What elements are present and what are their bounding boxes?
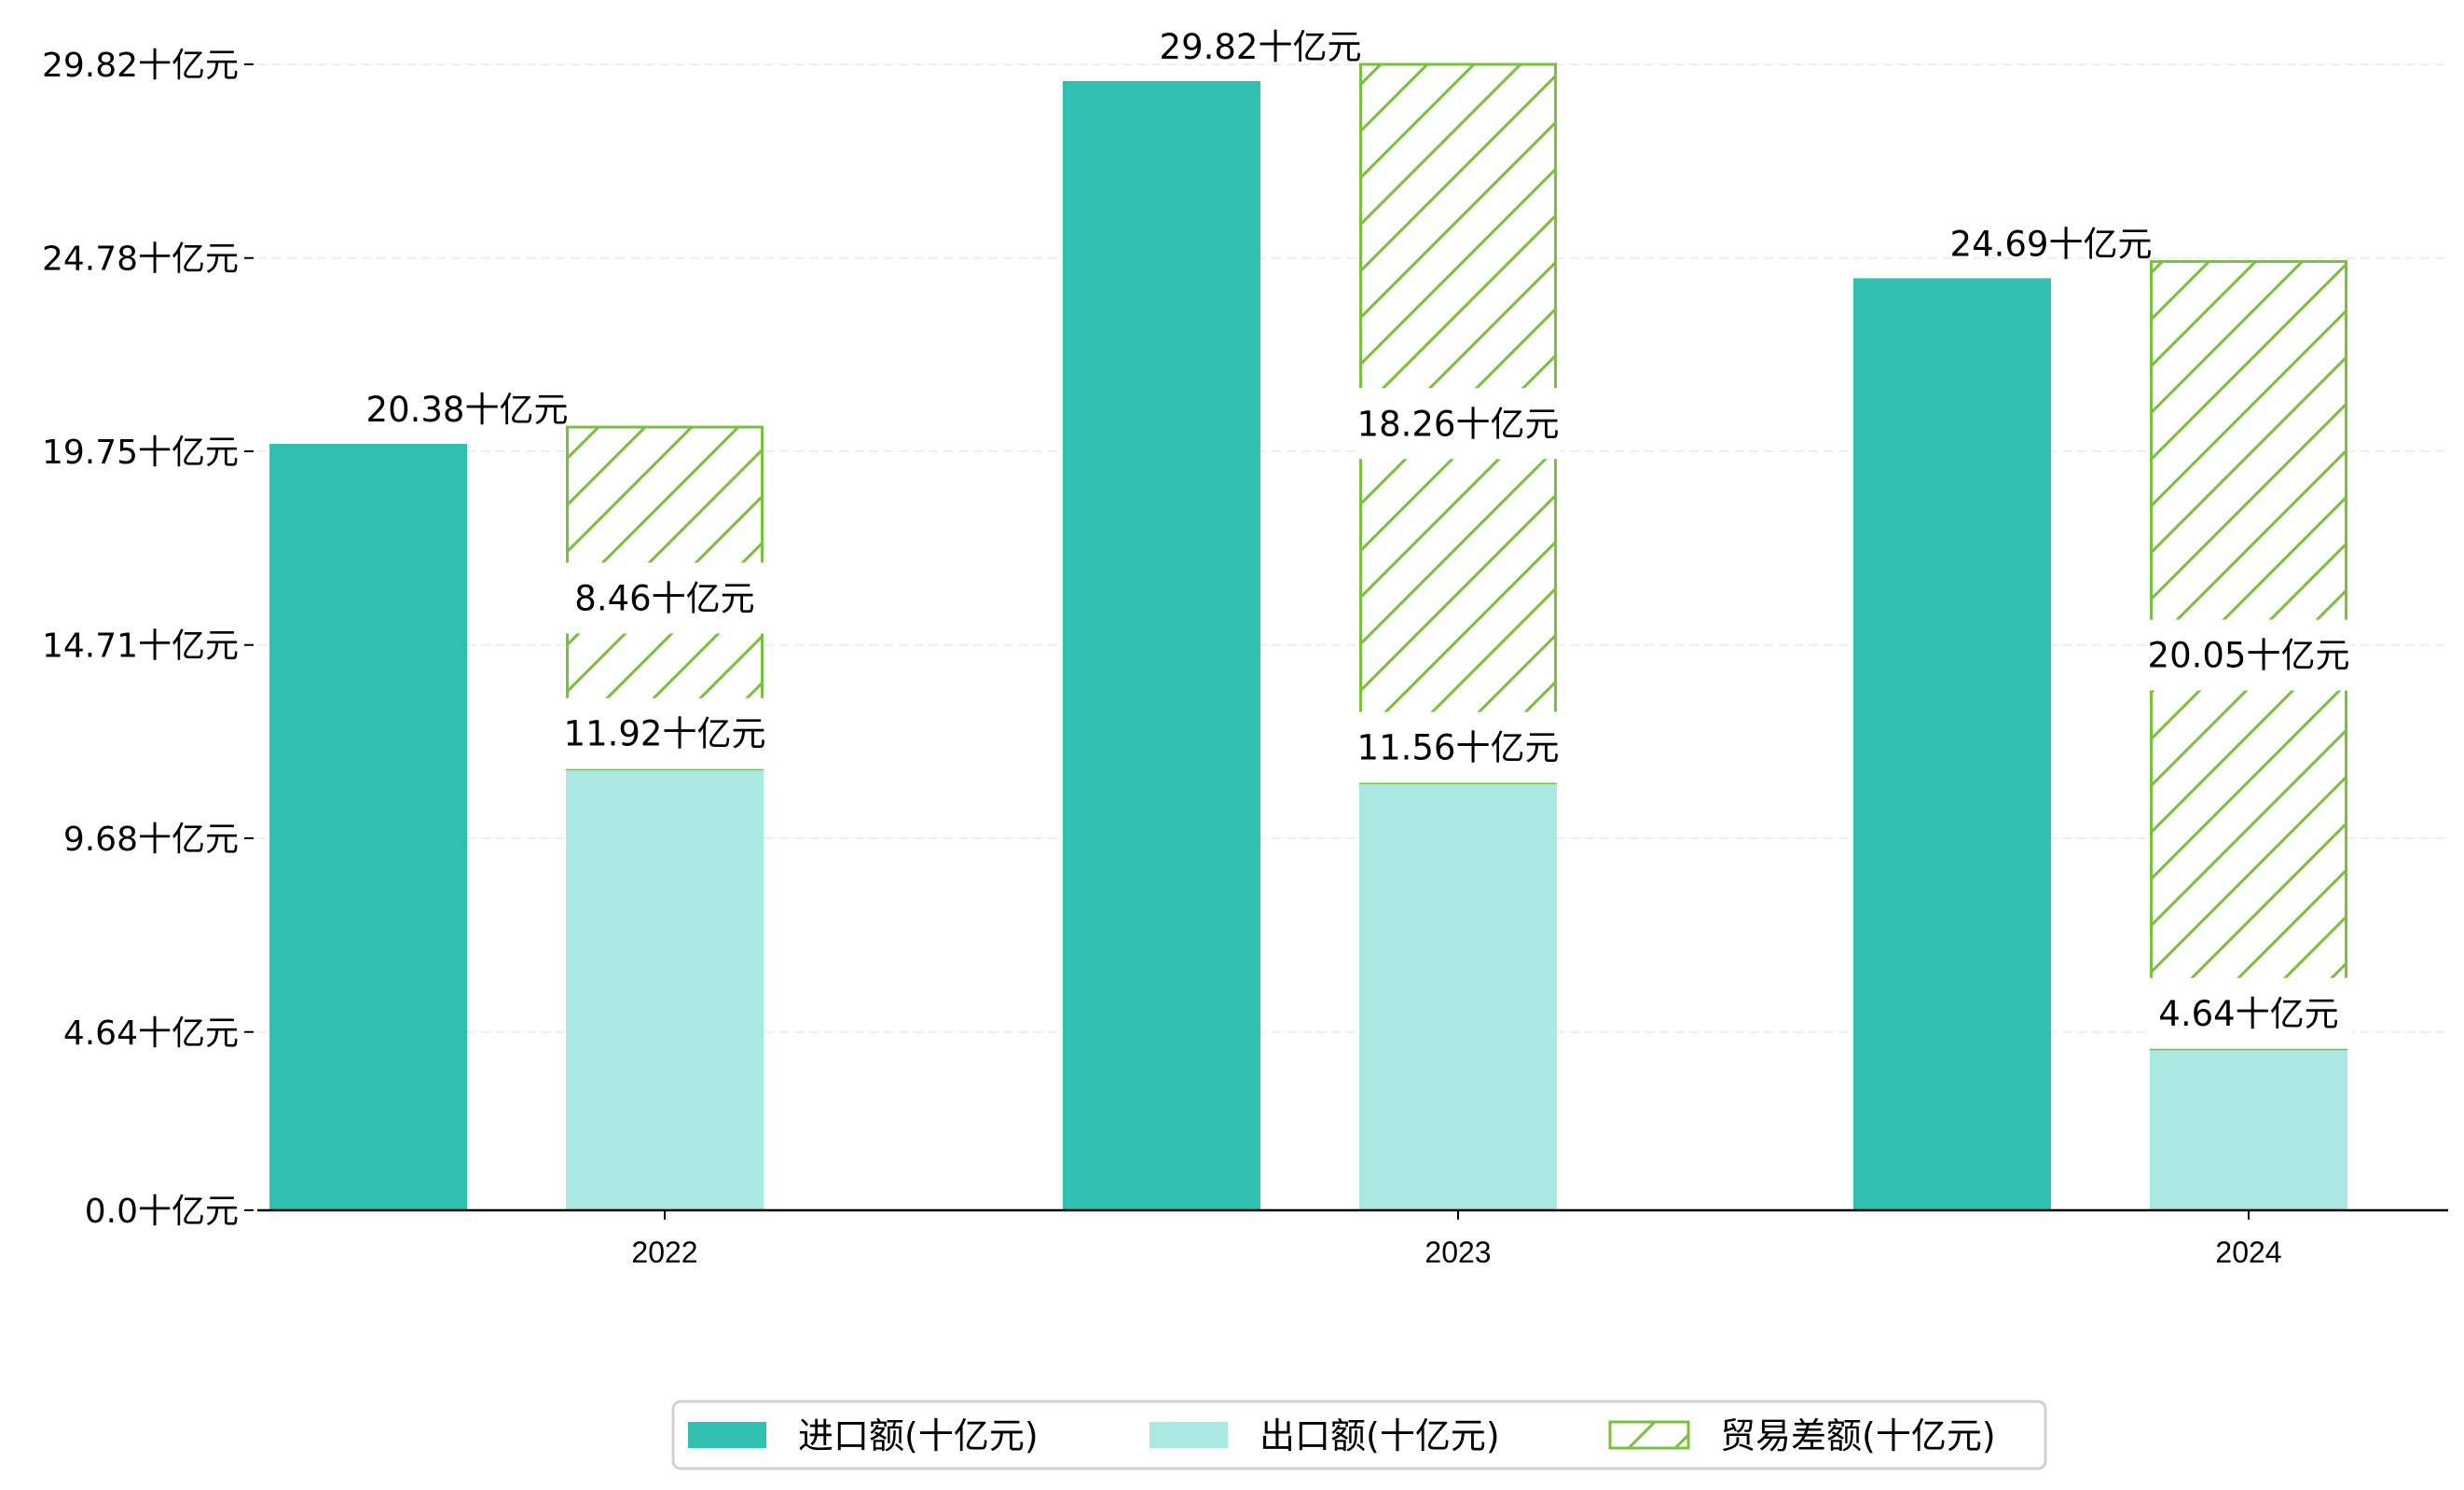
bar-import [1853, 278, 2051, 1210]
x-tick-label: 2023 [1425, 1235, 1491, 1269]
bar-export [566, 768, 764, 1210]
label-export: 11.56十亿元 [1357, 728, 1560, 768]
legend-box [671, 1400, 2047, 1470]
bar-export [2150, 1048, 2347, 1210]
legend-label: 出口额(十亿元) [1260, 1415, 1500, 1456]
bar-import [1063, 81, 1260, 1210]
y-tick-label: 19.75十亿元 [42, 434, 239, 472]
label-import: 29.82十亿元 [1160, 27, 1362, 67]
label-box [1356, 711, 1561, 783]
legend-swatch [1149, 1422, 1228, 1448]
legend-label: 进口额(十亿元) [798, 1415, 1039, 1456]
y-tick-label: 4.64十亿元 [63, 1014, 239, 1053]
axes: 0.0十亿元 4.64十亿元 9.68十亿元 14.71十亿元 19.75十亿元 24.7… [42, 47, 2448, 1269]
label-import: 20.38十亿元 [366, 390, 569, 430]
y-tick-label: 0.0十亿元 [85, 1193, 239, 1231]
label-export: 11.92十亿元 [564, 714, 766, 754]
legend-swatch [688, 1422, 766, 1448]
label-box [1356, 388, 1561, 460]
bar-import [269, 444, 467, 1210]
data-labels: 20.38十亿元 11.92十亿元 8.46十亿元 29.82十亿元 11.56十亿元 1… [366, 27, 2351, 1049]
label-box [2146, 619, 2351, 691]
label-box [562, 562, 767, 634]
legend: 进口额(十亿元) 出口额(十亿元) 贸易差额(十亿元) [671, 1400, 2047, 1470]
label-box [2146, 977, 2351, 1049]
label-trade-balance: 8.46十亿元 [574, 578, 754, 618]
x-tick-label: 2024 [2215, 1235, 2281, 1269]
x-tick-label: 2022 [631, 1235, 697, 1269]
y-tick-label: 24.78十亿元 [42, 241, 239, 279]
legend-swatch [1608, 1420, 1690, 1450]
y-tick-label: 14.71十亿元 [42, 628, 239, 666]
label-import: 24.69十亿元 [1950, 224, 2153, 264]
y-tick-label: 29.82十亿元 [42, 47, 239, 85]
label-trade-balance: 18.26十亿元 [1357, 404, 1560, 444]
label-trade-balance: 20.05十亿元 [2148, 636, 2350, 676]
bar-export [1359, 782, 1557, 1210]
label-box [562, 697, 767, 769]
legend-label: 贸易差额(十亿元) [1720, 1415, 1996, 1456]
label-export: 4.64十亿元 [2158, 994, 2338, 1034]
y-tick-label: 9.68十亿元 [63, 821, 239, 859]
